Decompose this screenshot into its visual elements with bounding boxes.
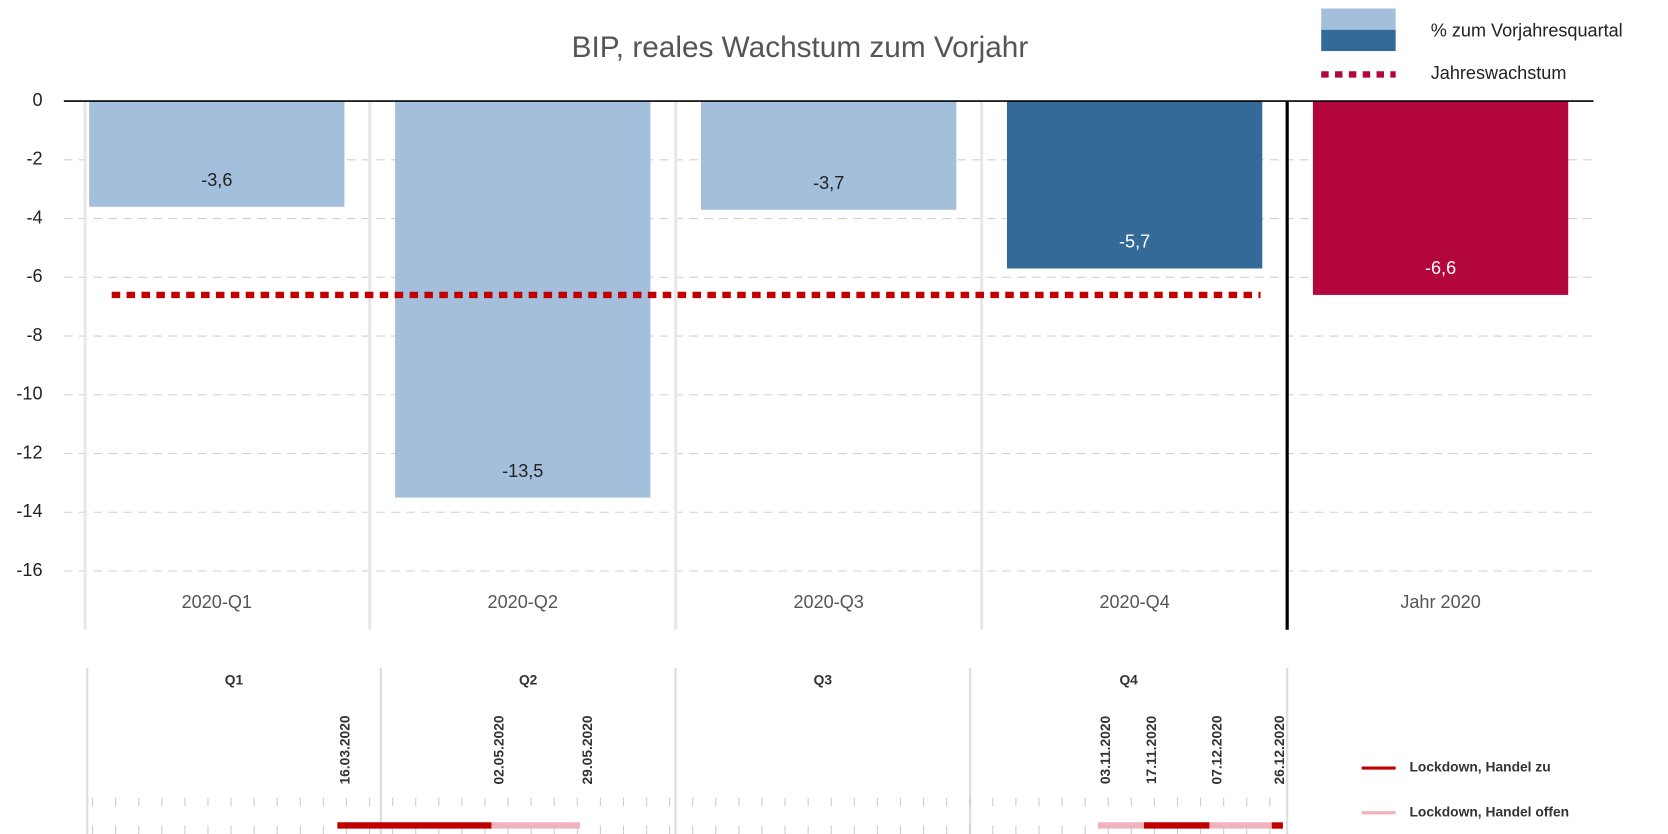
timeline-legend-label: Lockdown, Handel zu [1410, 759, 1551, 775]
y-tick-label: -14 [16, 501, 42, 521]
x-tick-label: 2020-Q4 [1099, 592, 1169, 612]
x-tick-label: Jahr 2020 [1400, 592, 1480, 612]
value-label: -5,7 [1119, 232, 1150, 252]
date-label: 17.11.2020 [1143, 715, 1159, 784]
timeline-legend-label: Lockdown, Handel offen [1410, 803, 1570, 819]
bar [395, 101, 651, 498]
bar [1312, 101, 1569, 295]
value-label: -3,7 [813, 173, 844, 193]
legend-swatch-light [1321, 8, 1396, 30]
y-tick-label: 0 [32, 90, 42, 110]
quarter-label: Q1 [225, 671, 244, 687]
legend-swatch-dark [1321, 29, 1396, 52]
y-tick-label: -2 [26, 149, 42, 169]
y-tick-label: -10 [16, 384, 42, 404]
date-label: 02.05.2020 [491, 715, 507, 784]
y-tick-label: -16 [16, 560, 42, 580]
date-label: 29.05.2020 [579, 715, 595, 784]
quarter-label: Q4 [1119, 671, 1138, 687]
x-tick-label: 2020-Q2 [488, 592, 558, 612]
legend-label: % zum Vorjahresquartal [1431, 21, 1623, 41]
date-label: 03.11.2020 [1097, 715, 1113, 784]
value-label: -13,5 [502, 461, 543, 481]
y-tick-label: -8 [26, 325, 42, 345]
date-label: 07.12.2020 [1209, 715, 1225, 784]
y-tick-label: -12 [16, 442, 42, 462]
date-label: 26.12.2020 [1271, 715, 1287, 784]
date-label: 16.03.2020 [337, 715, 353, 784]
x-tick-label: 2020-Q3 [794, 592, 864, 612]
value-label: -3,6 [201, 170, 232, 190]
bar [1006, 101, 1263, 269]
y-tick-label: -4 [26, 207, 42, 227]
bar [701, 101, 957, 210]
quarter-label: Q2 [519, 671, 538, 687]
y-tick-label: -6 [26, 266, 42, 286]
chart-title: BIP, reales Wachstum zum Vorjahr [572, 31, 1029, 64]
legend-label: Jahreswachstum [1431, 63, 1567, 83]
value-label: -6,6 [1425, 258, 1456, 278]
bar [89, 101, 345, 207]
x-tick-label: 2020-Q1 [182, 592, 252, 612]
quarter-label: Q3 [814, 671, 833, 687]
